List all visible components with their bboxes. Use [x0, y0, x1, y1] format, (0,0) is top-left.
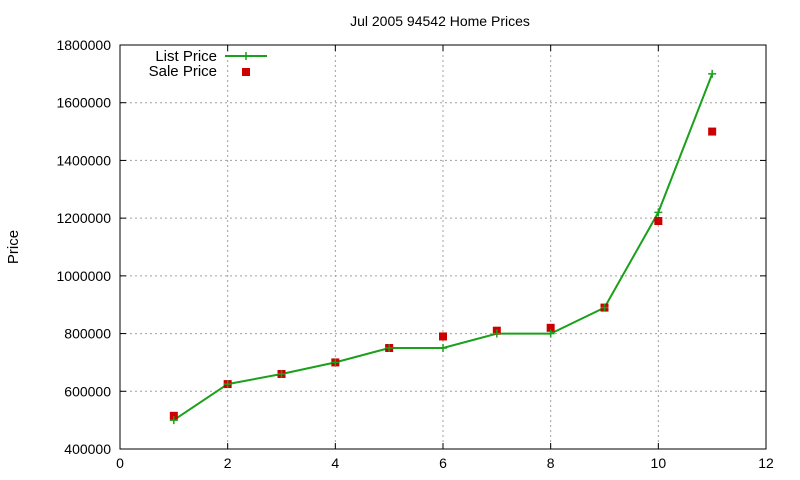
list-price-point: [277, 369, 286, 378]
x-tick-label: 2: [224, 455, 232, 471]
list-price-point: [492, 329, 501, 338]
x-tick-label: 0: [116, 455, 124, 471]
list-price-point: [654, 208, 663, 217]
list-price-point: [546, 329, 555, 338]
list-price-point: [600, 303, 609, 312]
list-price-point: [169, 416, 178, 425]
x-tick-label: 8: [547, 455, 555, 471]
y-axis-label: Price: [5, 230, 22, 264]
legend-marker-list-price: [242, 52, 250, 60]
y-tick-label: 600000: [64, 383, 111, 399]
legend-label-list-price: List Price: [155, 48, 217, 65]
list-price-point: [708, 69, 717, 78]
y-tick-label: 1600000: [56, 95, 111, 111]
series-layer: [169, 69, 717, 425]
sale-price-point: [708, 127, 717, 136]
legend-label-sale-price: Sale Price: [149, 63, 217, 80]
sale-price-point: [169, 411, 178, 420]
y-tick-label: 1000000: [56, 268, 111, 284]
x-tick-label: 10: [651, 455, 667, 471]
ticks: 0 2 4 6 8 10 12 400000 600000 800000 1000000 120000…: [56, 37, 774, 471]
list-price-point: [223, 380, 232, 389]
chart-title: Jul 2005 94542 Home Prices: [350, 13, 530, 29]
list-price-point: [385, 344, 394, 352]
sale-price-point: [654, 217, 663, 226]
x-tick-label: 6: [439, 455, 447, 471]
y-tick-label: 800000: [64, 326, 111, 342]
y-tick-label: 1400000: [56, 152, 111, 168]
y-tick-label: 400000: [64, 441, 111, 457]
list-price-point: [331, 358, 340, 367]
y-tick-label: 1800000: [56, 37, 111, 53]
x-tick-label: 12: [758, 455, 774, 471]
x-tick-label: 4: [331, 455, 339, 471]
y-tick-label: 1200000: [56, 210, 111, 226]
legend-swatch-sale-price: [242, 68, 250, 76]
list-price-point: [439, 344, 447, 352]
sale-price-point: [439, 332, 447, 341]
sale-price-point: [546, 323, 555, 332]
